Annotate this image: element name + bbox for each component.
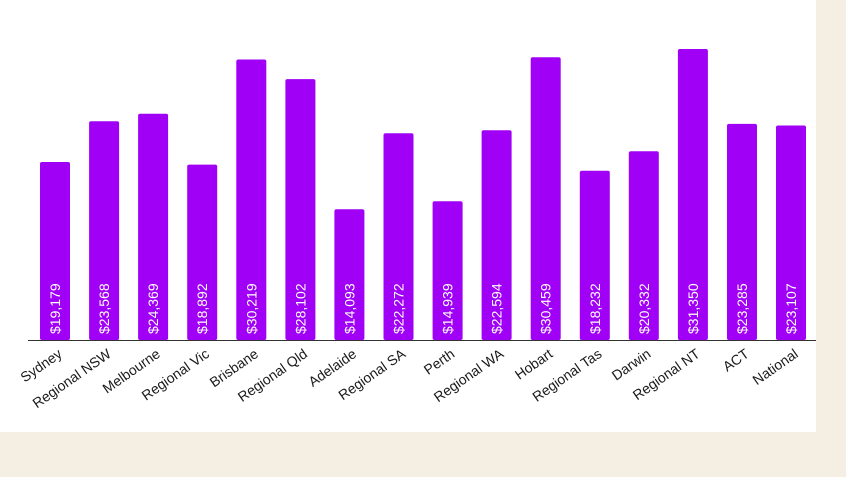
bar-value-label: $23,568 — [96, 283, 112, 334]
bar-value-label: $30,219 — [243, 283, 259, 334]
bar-value-label: $23,107 — [783, 283, 799, 334]
bar-brisbane — [236, 59, 267, 340]
x-tick-label: National — [749, 345, 800, 388]
bar-sydney — [40, 162, 70, 340]
bar-perth — [432, 201, 463, 340]
bar-regional-qld — [285, 79, 316, 340]
bar-value-label: $24,369 — [145, 283, 161, 334]
bar-regional-nsw — [89, 121, 120, 340]
value-labels-group: $19,179 $23,568 $24,369 $18,892 $30,219 $28,1… — [47, 283, 799, 334]
bar-value-label: $30,459 — [538, 283, 554, 334]
bar-value-label: $14,939 — [440, 283, 456, 334]
bar-value-label: $20,332 — [636, 283, 652, 334]
bar-national — [776, 125, 806, 340]
x-tick-label: Perth — [421, 345, 458, 377]
bar-value-label: $14,093 — [341, 283, 357, 334]
bar-regional-wa — [481, 130, 512, 340]
bar-melbourne — [138, 113, 169, 340]
bar-chart: $19,179 $23,568 $24,369 $18,892 $30,219 $28,1… — [17, 49, 816, 411]
bar-value-label: $28,102 — [292, 283, 308, 334]
bar-value-label: $22,594 — [489, 283, 505, 334]
bar-regional-nt — [677, 49, 708, 340]
bar-value-label: $18,232 — [587, 283, 603, 334]
bar-value-label: $19,179 — [47, 283, 63, 334]
bar-act — [727, 123, 757, 341]
bar-value-label: $22,272 — [391, 283, 407, 334]
bar-value-label: $18,892 — [194, 283, 210, 334]
bar-value-label: $23,285 — [734, 283, 750, 334]
bar-regional-vic — [187, 164, 218, 340]
chart-panel: $19,179 $23,568 $24,369 $18,892 $30,219 $28,1… — [0, 0, 816, 432]
bar-adelaide — [334, 209, 365, 340]
bars-group — [40, 49, 806, 341]
bar-regional-tas — [579, 170, 610, 340]
bar-darwin — [628, 151, 659, 340]
x-tick-label: ACT — [720, 345, 752, 374]
bar-regional-sa — [383, 133, 414, 340]
bar-value-label: $31,350 — [685, 283, 701, 334]
bar-hobart — [530, 57, 561, 341]
